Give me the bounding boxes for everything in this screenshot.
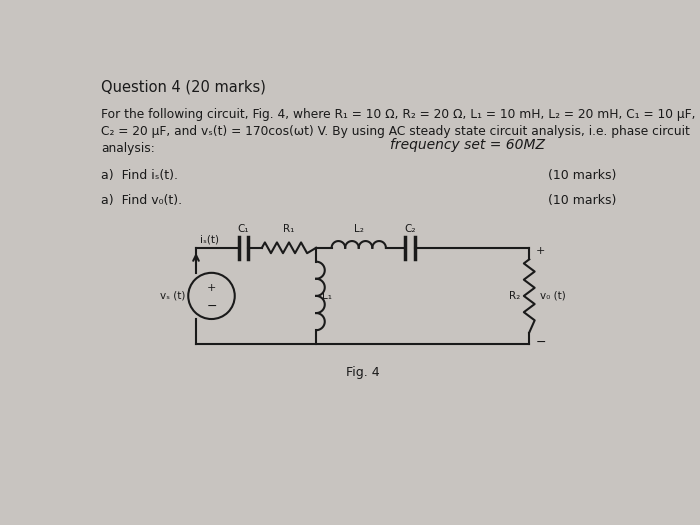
Text: (10 marks): (10 marks) <box>547 169 616 182</box>
Text: a)  Find v₀(t).: a) Find v₀(t). <box>102 194 183 207</box>
Text: L₁: L₁ <box>322 291 332 301</box>
Text: R₂: R₂ <box>509 291 520 301</box>
Text: analysis:: analysis: <box>102 142 155 154</box>
Text: R₁: R₁ <box>284 224 295 234</box>
Text: v₀ (t): v₀ (t) <box>540 291 566 301</box>
Text: −: − <box>536 335 546 349</box>
Text: (10 marks): (10 marks) <box>547 194 616 207</box>
Text: C₂ = 20 μF, and vₛ(t) = 170cos(ωt) V. By using AC steady state circuit analysis,: C₂ = 20 μF, and vₛ(t) = 170cos(ωt) V. By… <box>102 124 690 138</box>
Text: Fig. 4: Fig. 4 <box>346 365 379 379</box>
Text: Question 4 (20 marks): Question 4 (20 marks) <box>102 80 266 95</box>
Text: a)  Find iₛ(t).: a) Find iₛ(t). <box>102 169 178 182</box>
Text: frequency set = 60MZ: frequency set = 60MZ <box>390 138 545 152</box>
Text: iₛ(t): iₛ(t) <box>200 235 219 245</box>
Text: +: + <box>536 246 545 256</box>
Text: For the following circuit, Fig. 4, where R₁ = 10 Ω, R₂ = 20 Ω, L₁ = 10 mH, L₂ = : For the following circuit, Fig. 4, where… <box>102 108 696 121</box>
Text: L₂: L₂ <box>354 224 364 234</box>
Text: C₂: C₂ <box>404 224 416 234</box>
Text: vₛ (t): vₛ (t) <box>160 291 185 301</box>
Text: C₁: C₁ <box>237 224 249 234</box>
Text: −: − <box>206 299 217 312</box>
Text: +: + <box>206 283 216 293</box>
